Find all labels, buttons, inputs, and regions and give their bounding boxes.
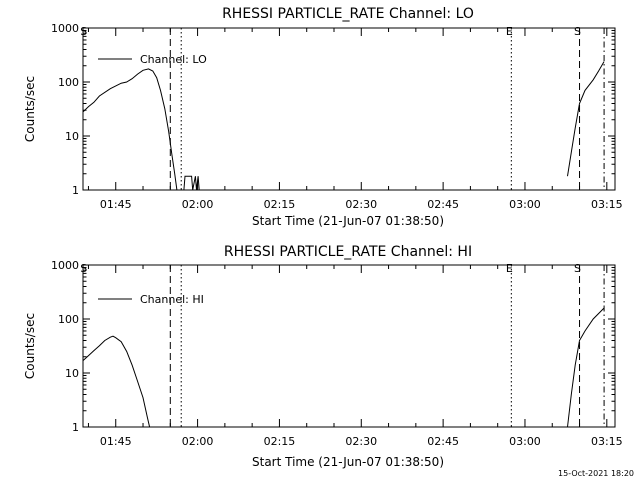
series-line-segment bbox=[567, 61, 605, 177]
ytick-label: 1000 bbox=[51, 22, 79, 35]
xtick-label: 02:30 bbox=[345, 198, 377, 211]
xtick-label: 03:15 bbox=[591, 198, 623, 211]
marker-label: S bbox=[80, 262, 87, 275]
xtick-label: 03:00 bbox=[509, 435, 541, 448]
panel-lo-yticks: 1 10 100 1000 bbox=[51, 22, 615, 197]
xtick-label: 02:45 bbox=[427, 435, 459, 448]
ytick-label: 100 bbox=[58, 313, 79, 326]
date-stamp: 15-Oct-2021 18:20 bbox=[558, 469, 634, 478]
xtick-label: 02:45 bbox=[427, 198, 459, 211]
ytick-label: 1000 bbox=[51, 259, 79, 272]
marker-label: E bbox=[506, 25, 513, 38]
xtick-label: 02:30 bbox=[345, 435, 377, 448]
panel-hi-title: RHESSI PARTICLE_RATE Channel: HI bbox=[224, 244, 472, 260]
ytick-label: 10 bbox=[65, 367, 79, 380]
ytick-label: 1 bbox=[72, 184, 79, 197]
xtick-label: 02:00 bbox=[182, 198, 214, 211]
series-line-segment bbox=[567, 307, 605, 428]
panel-hi-plot-frame bbox=[82, 264, 616, 428]
panel-lo-series bbox=[82, 61, 605, 191]
xtick-label: 01:45 bbox=[100, 198, 132, 211]
ytick-label: 100 bbox=[58, 76, 79, 89]
series-line-segment bbox=[183, 175, 200, 191]
panel-lo-legend-label: Channel: LO bbox=[140, 53, 207, 66]
panel-hi-legend: Channel: HI bbox=[98, 293, 204, 306]
xtick-label: 02:00 bbox=[182, 435, 214, 448]
panel-hi-series bbox=[82, 307, 605, 428]
marker-label: E bbox=[506, 262, 513, 275]
panel-hi-xticks: 01:45 02:00 02:15 02:30 02:45 03:00 03:15 bbox=[87, 265, 623, 448]
panel-lo-xticks: 01:45 02:00 02:15 02:30 02:45 03:00 03:15 bbox=[87, 28, 623, 211]
xtick-label: 02:15 bbox=[264, 198, 296, 211]
panel-lo-ylabel: Counts/sec bbox=[23, 76, 37, 142]
ytick-label: 1 bbox=[72, 421, 79, 434]
xtick-label: 02:15 bbox=[264, 435, 296, 448]
panel-lo-xlabel: Start Time (21-Jun-07 01:38:50) bbox=[252, 214, 444, 228]
panel-hi-ylabel: Counts/sec bbox=[23, 313, 37, 379]
marker-label: S bbox=[574, 262, 581, 275]
series-line-segment bbox=[82, 335, 151, 428]
marker-label: S bbox=[80, 25, 87, 38]
panel-lo-plot-frame bbox=[82, 27, 616, 191]
panel-hi-yticks: 1 10 100 1000 bbox=[51, 259, 615, 434]
xtick-label: 01:45 bbox=[100, 435, 132, 448]
xtick-label: 03:00 bbox=[509, 198, 541, 211]
xtick-label: 03:15 bbox=[591, 435, 623, 448]
ytick-label: 10 bbox=[65, 130, 79, 143]
panel-hi-xlabel: Start Time (21-Jun-07 01:38:50) bbox=[252, 455, 444, 469]
series-line-segment bbox=[82, 68, 178, 191]
marker-label: S bbox=[574, 25, 581, 38]
panel-lo: RHESSI PARTICLE_RATE Channel: LO Counts/… bbox=[23, 6, 623, 228]
panel-hi: RHESSI PARTICLE_RATE Channel: HI Counts/… bbox=[23, 244, 623, 469]
panel-lo-legend: Channel: LO bbox=[98, 53, 207, 66]
panel-lo-title: RHESSI PARTICLE_RATE Channel: LO bbox=[222, 6, 474, 22]
panel-hi-legend-label: Channel: HI bbox=[140, 293, 204, 306]
